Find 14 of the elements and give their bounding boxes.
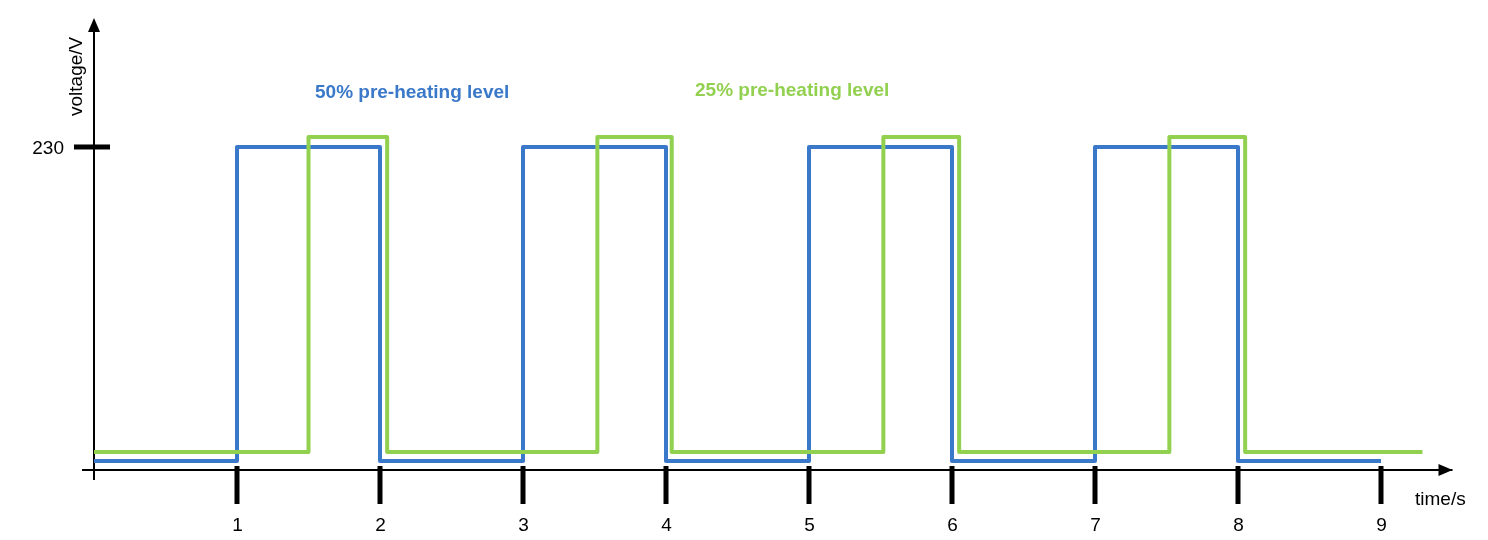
- x-tick-label: 4: [661, 514, 673, 536]
- series-label: 25% pre-heating level: [695, 79, 890, 100]
- text: 50% pre-heating level: [315, 81, 510, 102]
- x-tick-label: 5: [804, 514, 815, 536]
- x-tick-label: 3: [518, 514, 529, 536]
- x-tick-label: 2: [375, 514, 386, 536]
- x-tick-label: 9: [1376, 514, 1387, 536]
- x-tick-label: 1: [232, 514, 243, 536]
- text: 230: [32, 136, 64, 158]
- x-tick-label: 8: [1233, 514, 1244, 536]
- x-tick-label: 6: [947, 514, 958, 536]
- x-tick-label: 7: [1090, 514, 1101, 536]
- x-axis-title: time/s: [1415, 488, 1466, 509]
- y-axis-title: voltage/V: [65, 36, 86, 116]
